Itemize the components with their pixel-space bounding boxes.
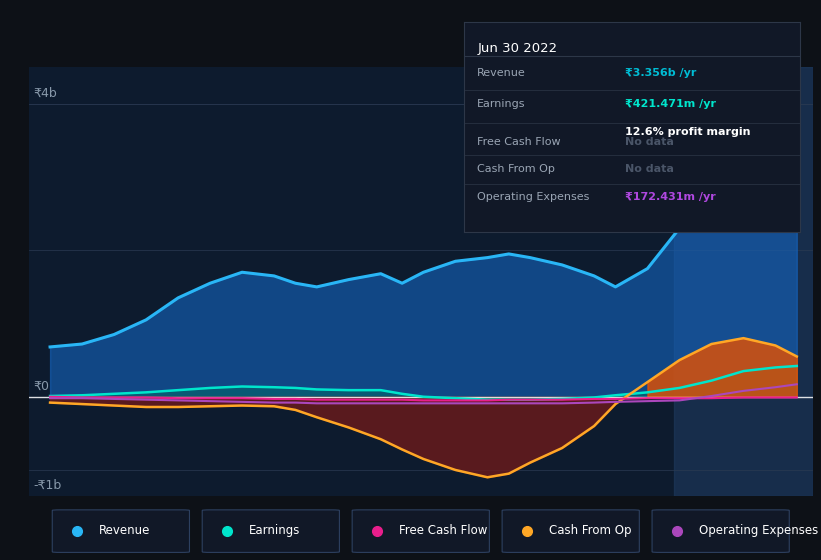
FancyBboxPatch shape bbox=[652, 510, 789, 552]
Text: ₹3.356b /yr: ₹3.356b /yr bbox=[626, 68, 697, 78]
Text: Cash From Op: Cash From Op bbox=[477, 165, 555, 174]
Text: Earnings: Earnings bbox=[477, 99, 525, 109]
Text: Revenue: Revenue bbox=[477, 68, 526, 78]
Text: ₹172.431m /yr: ₹172.431m /yr bbox=[626, 192, 716, 202]
Text: ₹0: ₹0 bbox=[34, 380, 49, 393]
FancyBboxPatch shape bbox=[202, 510, 339, 552]
Text: 12.6% profit margin: 12.6% profit margin bbox=[626, 127, 751, 137]
Text: Operating Expenses: Operating Expenses bbox=[699, 524, 819, 537]
Text: Earnings: Earnings bbox=[250, 524, 300, 537]
FancyBboxPatch shape bbox=[53, 510, 190, 552]
Text: Cash From Op: Cash From Op bbox=[549, 524, 631, 537]
FancyBboxPatch shape bbox=[352, 510, 489, 552]
Text: Free Cash Flow: Free Cash Flow bbox=[399, 524, 488, 537]
Text: Operating Expenses: Operating Expenses bbox=[477, 192, 589, 202]
Bar bbox=[674, 67, 813, 496]
Text: Revenue: Revenue bbox=[99, 524, 151, 537]
Text: No data: No data bbox=[626, 165, 674, 174]
Text: ₹421.471m /yr: ₹421.471m /yr bbox=[626, 99, 717, 109]
Text: No data: No data bbox=[626, 137, 674, 147]
Text: Jun 30 2022: Jun 30 2022 bbox=[477, 43, 557, 55]
Text: ₹4b: ₹4b bbox=[34, 87, 57, 100]
Text: Free Cash Flow: Free Cash Flow bbox=[477, 137, 561, 147]
FancyBboxPatch shape bbox=[502, 510, 640, 552]
Text: -₹1b: -₹1b bbox=[34, 479, 62, 492]
